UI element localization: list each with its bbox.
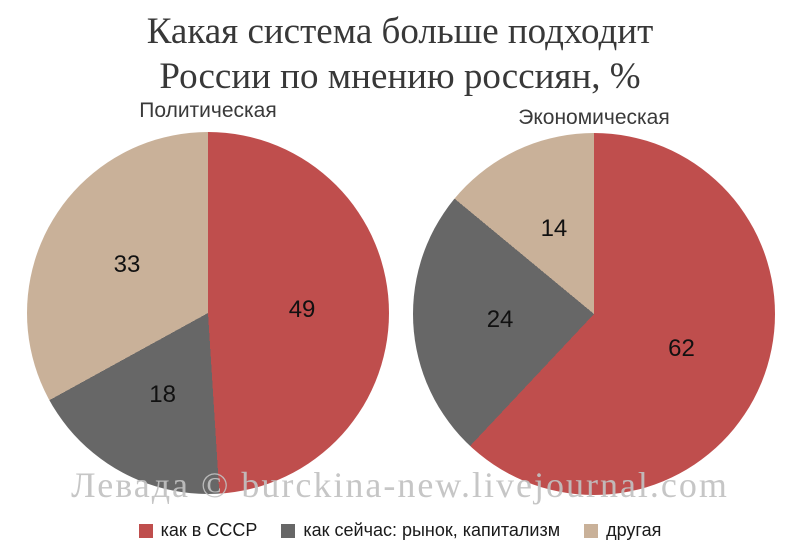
legend-item: другая (584, 520, 661, 541)
slice-value-label: 49 (288, 296, 316, 324)
legend-swatch (584, 523, 599, 538)
pie-political-chart: 49 18 33 (27, 132, 389, 494)
legend-label: как в СССР (160, 520, 258, 540)
pie-political-subtitle: Политическая (139, 99, 277, 122)
legend-item: как сейчас: рынок, капитализм (281, 520, 560, 541)
slice-value-label: 18 (149, 381, 177, 409)
legend-swatch (138, 523, 153, 538)
watermark: Левада © burckina-new.livejournal.com (71, 465, 729, 505)
slice-value-label: 62 (668, 334, 695, 362)
legend-label: как сейчас: рынок, капитализм (303, 520, 561, 540)
pie-economic-subtitle: Экономическая (518, 106, 670, 129)
slice-value-label: 33 (113, 251, 141, 279)
chart-title-line1: Какая система больше подходит (146, 11, 654, 52)
chart-title: Какая система больше подходит России по … (0, 9, 800, 99)
legend-swatch (281, 523, 296, 538)
legend: как в СССР как сейчас: рынок, капитализм д… (0, 520, 800, 541)
legend-item: как в СССР (138, 520, 258, 541)
slice-value-label: 14 (540, 214, 568, 242)
chart-title-line2: России по мнению россиян, % (159, 56, 641, 97)
pie-economic-chart: 62 24 14 (413, 133, 775, 495)
legend-label: другая (606, 520, 662, 540)
slice-value-label: 24 (486, 305, 514, 333)
